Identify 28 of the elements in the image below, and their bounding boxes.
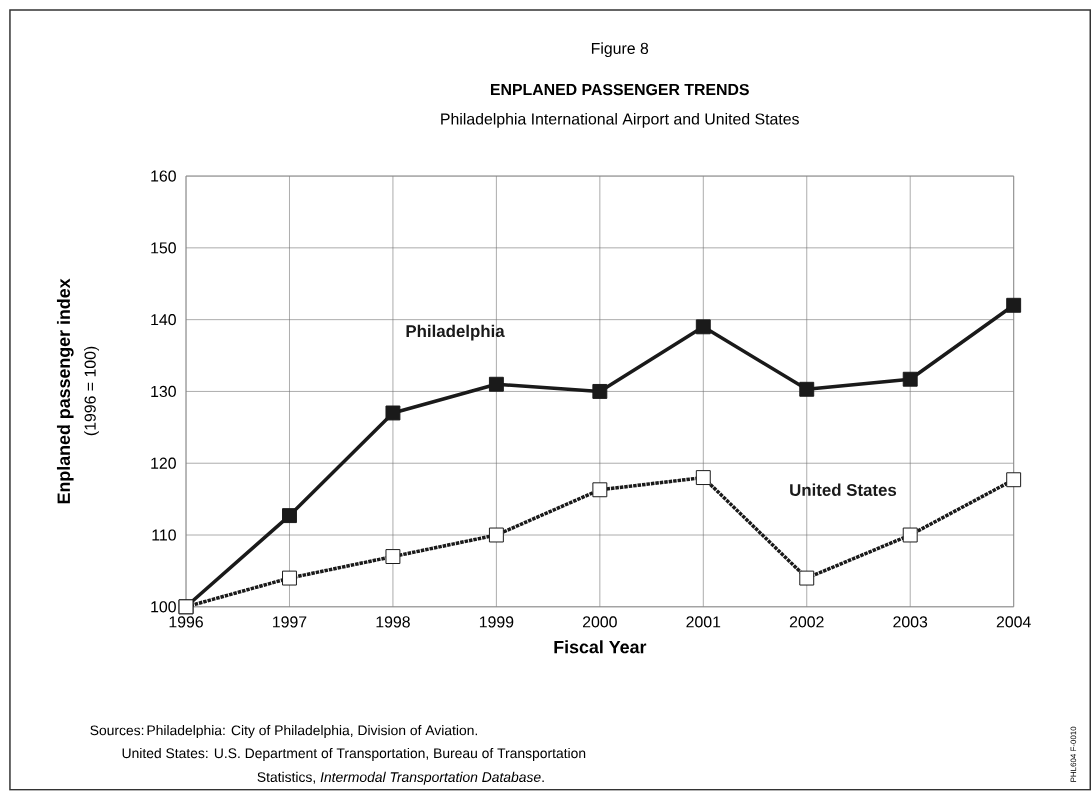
y-tick-label: 140	[151, 314, 176, 326]
y-tick-label: 100	[151, 601, 176, 613]
y-tick-label: 130	[151, 385, 176, 398]
y-axis-title: Enplaned passenger index	[56, 278, 74, 504]
x-tick-label: 1996	[169, 616, 203, 628]
y-tick-label: 120	[151, 457, 176, 469]
text: United States: U.S. Department of Transportation, Bureau of Transportation	[122, 748, 586, 761]
text: Philadelphia: City of Philadelphia, Division of Aviation.	[147, 725, 478, 739]
text: (1996 = 100)	[84, 346, 99, 436]
chart-title: ENPLANED PASSENGER TRENDS	[490, 84, 749, 96]
caption: Figure 8	[591, 42, 649, 58]
source-note: Sources:	[90, 725, 144, 736]
y-tick-label: 110	[152, 529, 176, 541]
x-axis-title: Fiscal Year	[554, 640, 647, 654]
x-tick-label: 2004	[996, 616, 1031, 628]
x-tick-label: 1999	[479, 616, 514, 628]
x-tick-label: 2003	[893, 616, 928, 628]
series-label: United States	[790, 483, 897, 497]
x-tick-label: 2001	[686, 616, 721, 628]
text: Statistics, Intermodal Transportation Database.	[257, 771, 544, 785]
x-tick-label: 2002	[789, 616, 824, 628]
y-tick-label: 160	[151, 170, 176, 182]
x-tick-label: 1997	[273, 616, 307, 628]
y-tick-label: 150	[151, 242, 176, 254]
x-tick-label: 2000	[583, 616, 617, 628]
x-tick-label: 1998	[376, 616, 410, 628]
text: Philadelphia	[406, 324, 505, 341]
chart-subtitle: Philadelphia International Airport and United States	[441, 113, 799, 128]
